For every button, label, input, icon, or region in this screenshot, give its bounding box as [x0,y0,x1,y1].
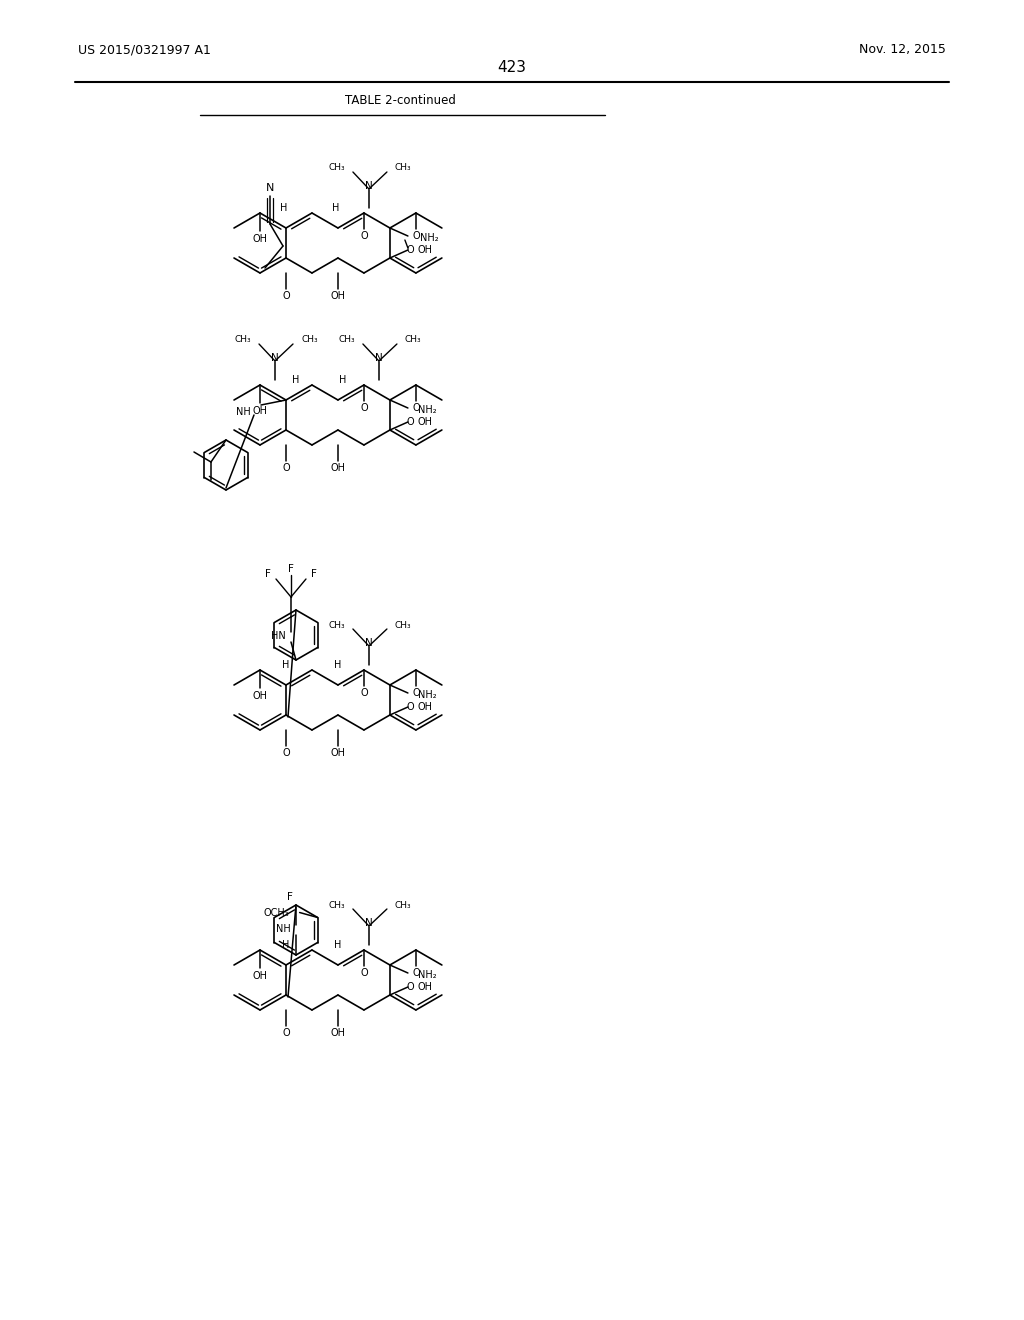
Text: OH: OH [331,748,345,758]
Text: O: O [412,231,420,242]
Text: H: H [292,375,300,385]
Text: CH₃: CH₃ [395,620,412,630]
Text: CH₃: CH₃ [395,164,412,173]
Text: N: N [365,638,373,648]
Text: F: F [311,569,316,579]
Text: O: O [407,417,414,426]
Text: CH₃: CH₃ [301,335,317,345]
Text: OH: OH [418,246,433,255]
Text: O: O [283,748,290,758]
Text: HN: HN [271,631,286,642]
Text: NH₂: NH₂ [420,234,438,243]
Text: O: O [407,246,414,255]
Text: O: O [360,968,368,978]
Text: OH: OH [253,407,267,416]
Text: NH: NH [276,924,291,935]
Text: OH: OH [418,982,433,993]
Text: OH: OH [418,417,433,426]
Text: O: O [360,231,368,242]
Text: OH: OH [331,290,345,301]
Text: N: N [365,917,373,928]
Text: OH: OH [253,234,267,244]
Text: OCH₃: OCH₃ [264,908,290,917]
Text: F: F [265,569,271,579]
Text: F: F [288,564,294,574]
Text: O: O [283,290,290,301]
Text: N: N [271,352,279,363]
Text: OH: OH [418,702,433,711]
Text: H: H [332,203,340,213]
Text: O: O [412,968,420,978]
Text: O: O [407,702,414,711]
Text: O: O [283,463,290,473]
Text: O: O [360,688,368,698]
Text: CH₃: CH₃ [329,164,345,173]
Text: CH₃: CH₃ [404,335,422,345]
Text: O: O [412,403,420,413]
Text: Nov. 12, 2015: Nov. 12, 2015 [859,44,946,57]
Text: O: O [407,982,414,993]
Text: NH₂: NH₂ [418,405,436,414]
Text: F: F [287,892,293,902]
Text: 423: 423 [498,61,526,75]
Text: NH₂: NH₂ [418,690,436,700]
Text: O: O [360,403,368,413]
Text: N: N [375,352,383,363]
Text: CH₃: CH₃ [329,900,345,909]
Text: CH₃: CH₃ [329,620,345,630]
Text: US 2015/0321997 A1: US 2015/0321997 A1 [78,44,211,57]
Text: H: H [339,375,347,385]
Text: NH: NH [237,407,251,417]
Text: OH: OH [253,972,267,981]
Text: H: H [334,940,342,950]
Text: OH: OH [331,463,345,473]
Text: O: O [412,688,420,698]
Text: CH₃: CH₃ [338,335,355,345]
Text: N: N [266,183,274,193]
Text: OH: OH [331,1028,345,1038]
Text: N: N [365,181,373,191]
Text: TABLE 2-continued: TABLE 2-continued [344,94,456,107]
Text: OH: OH [253,690,267,701]
Text: CH₃: CH₃ [234,335,251,345]
Text: H: H [283,940,290,950]
Text: H: H [283,660,290,671]
Text: O: O [283,1028,290,1038]
Text: H: H [281,203,288,213]
Text: H: H [334,660,342,671]
Text: CH₃: CH₃ [395,900,412,909]
Text: NH₂: NH₂ [418,970,436,979]
